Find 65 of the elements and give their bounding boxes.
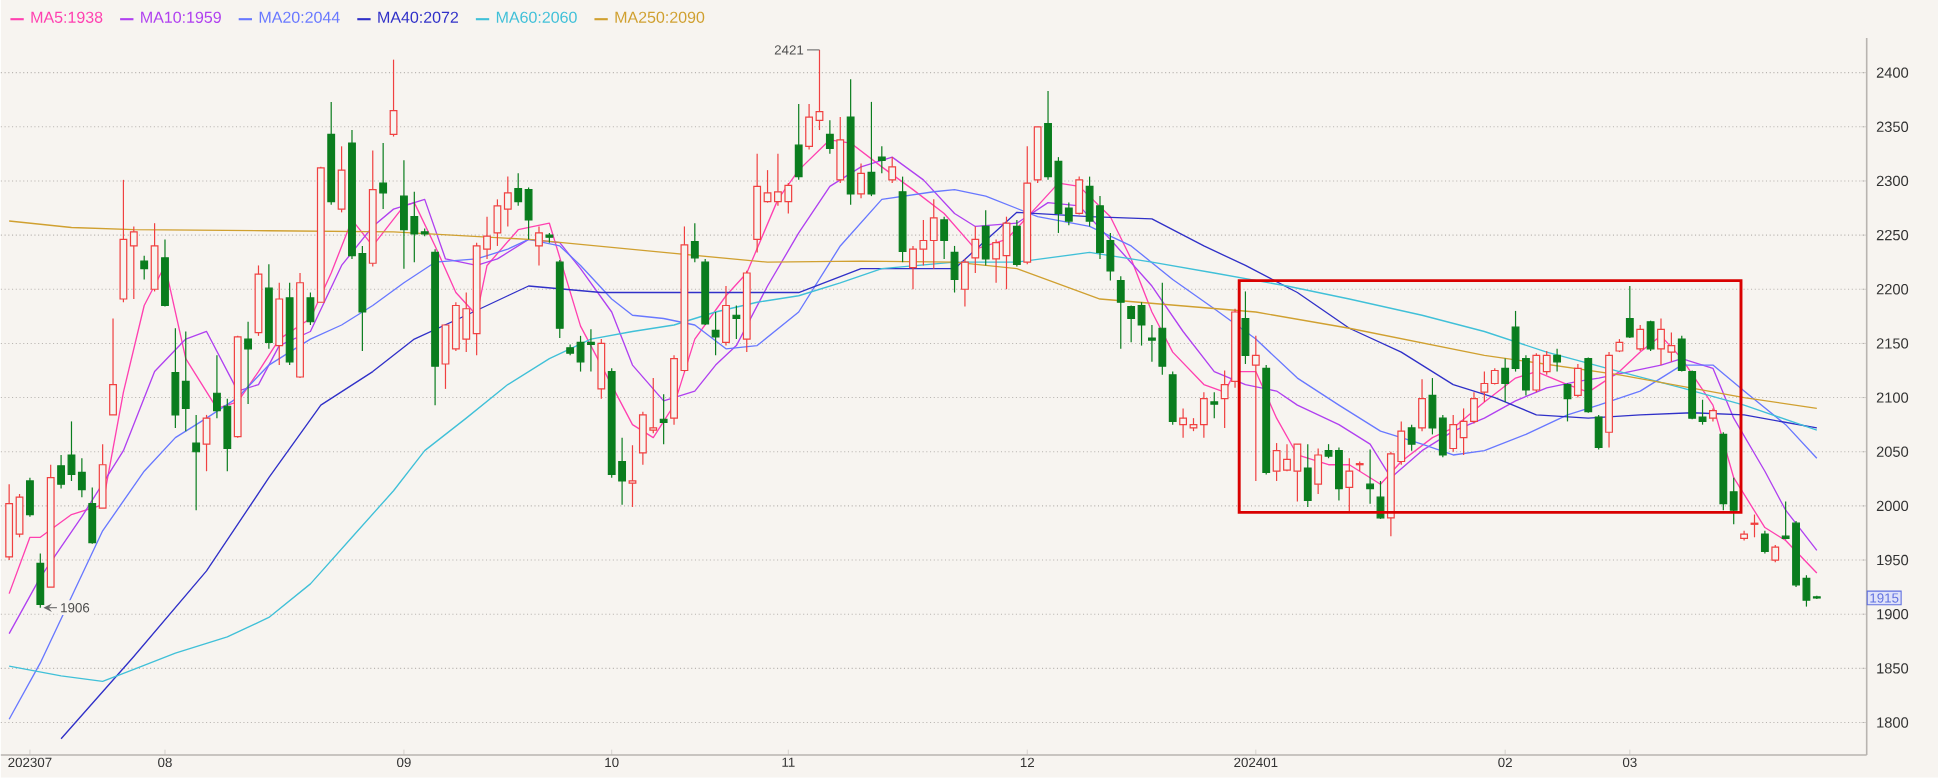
candlestick (877, 145, 886, 175)
candlestick (337, 145, 346, 214)
candlestick (1407, 424, 1416, 452)
candlestick (1116, 275, 1125, 350)
candlestick (109, 318, 117, 416)
candlestick (192, 414, 201, 511)
candlestick (244, 321, 253, 405)
candlestick (732, 305, 741, 340)
legend-label: MA20:2044 (259, 11, 340, 24)
candlestick (1625, 285, 1634, 339)
candlestick (88, 487, 97, 545)
candlestick (150, 222, 159, 293)
candlestick (1075, 176, 1084, 216)
candlestick (867, 101, 876, 197)
candlestick (950, 245, 959, 294)
candlestick (1366, 449, 1375, 505)
legend-label: MA40:2072 (378, 11, 459, 24)
candlestick (940, 216, 949, 260)
candlestick (690, 222, 699, 263)
candlestick (275, 282, 284, 366)
candlestick (628, 444, 637, 508)
candlestick (981, 209, 990, 267)
candlestick (971, 226, 980, 274)
candlestick (535, 226, 543, 267)
candlestick (1303, 443, 1312, 508)
candlestick (26, 477, 34, 518)
candlestick (1553, 348, 1562, 373)
candlestick (140, 255, 149, 281)
candlestick (1314, 448, 1323, 495)
candlestick (1573, 363, 1582, 399)
candlestick (1594, 414, 1603, 451)
line-series (8, 220, 1818, 410)
candlestick (1760, 530, 1769, 555)
candlestick (1345, 457, 1354, 513)
candlestick (1210, 391, 1219, 419)
candlestick (825, 119, 834, 155)
candlestick (722, 285, 730, 347)
candlestick (306, 292, 315, 326)
candlestick (1636, 324, 1645, 352)
legend-label: MA5:1938 (31, 11, 103, 24)
candlestick (202, 414, 211, 472)
candlestick (836, 116, 845, 184)
candlestick (98, 443, 107, 509)
candlestick (1677, 335, 1686, 373)
candlestick (1646, 320, 1655, 352)
candlestick (1012, 219, 1021, 268)
candlestick (597, 338, 606, 400)
candlestick (711, 311, 720, 357)
candlestick (857, 163, 865, 200)
candlestick (659, 393, 668, 445)
candlestick (379, 142, 388, 210)
candlestick (961, 258, 969, 308)
candlestick (1168, 371, 1177, 426)
candlestick (1241, 290, 1250, 365)
legend-label: MA250:2090 (615, 11, 705, 24)
candlestick (1418, 378, 1426, 432)
candlestick (1220, 370, 1229, 429)
candlestick (1251, 335, 1260, 482)
candlestick (389, 59, 398, 138)
legend-label: MA10:1959 (141, 11, 221, 24)
candlestick (794, 103, 803, 181)
candlestick (161, 238, 169, 308)
candlestick (888, 156, 897, 184)
candlestick (36, 553, 45, 609)
legend-label: MA60:2060 (496, 11, 577, 24)
